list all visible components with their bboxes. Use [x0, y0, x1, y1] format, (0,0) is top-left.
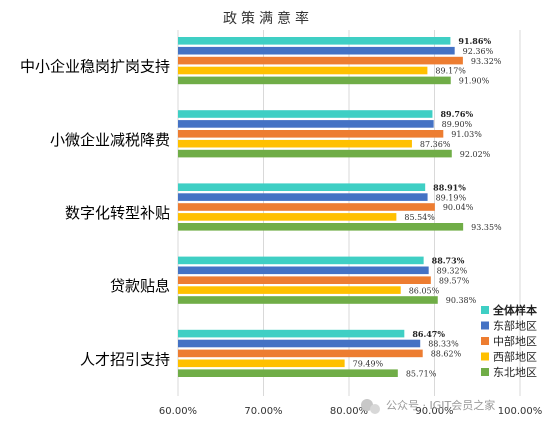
data-label: 91.86% [458, 36, 491, 46]
bar [178, 276, 431, 284]
data-label: 85.54% [404, 213, 435, 222]
bar [178, 149, 452, 158]
x-tick-label: 100.00% [498, 406, 543, 417]
x-axis-ticks: 60.00% 70.00% 80.00% 90.00% 100.00% [159, 406, 542, 417]
legend-swatch [481, 337, 489, 345]
bar [178, 110, 433, 118]
data-label: 88.73% [432, 256, 465, 266]
data-label: 89.32% [437, 267, 468, 276]
bar [178, 193, 428, 201]
legend-label: 东北地区 [493, 366, 537, 379]
data-label: 93.32% [471, 57, 502, 66]
legend-label: 东部地区 [493, 319, 537, 333]
data-label: 79.49% [353, 360, 384, 369]
bar [178, 130, 444, 138]
bar [178, 286, 401, 294]
bar [178, 213, 397, 221]
legend-label: 全体样本 [492, 303, 537, 317]
bar [178, 76, 451, 85]
data-label: 87.36% [420, 140, 451, 149]
data-label: 85.71% [406, 369, 437, 378]
legend-label: 中部地区 [493, 334, 537, 348]
bar [178, 46, 455, 55]
x-tick-label: 80.00% [330, 406, 368, 417]
category-label: 小微企业减税降费 [50, 131, 170, 149]
data-label: 91.03% [451, 130, 482, 139]
legend-swatch [481, 321, 489, 330]
bar [178, 56, 463, 65]
bar-groups [178, 37, 464, 377]
data-label: 88.33% [428, 340, 459, 349]
watermark: 公众号 · IGIT会员之家 [361, 398, 495, 414]
watermark-text: 公众号 · IGIT会员之家 [386, 398, 495, 412]
data-label: 89.17% [435, 67, 466, 76]
legend-swatch [481, 368, 489, 376]
bar [178, 223, 464, 231]
data-label: 89.90% [442, 120, 473, 129]
data-labels: 91.86%92.36%93.32% 89.17%91.90% 89.76%89.9… [353, 36, 502, 378]
legend-label: 西部地区 [493, 350, 537, 364]
bar [178, 349, 423, 358]
category-label: 数字化转型补贴 [65, 204, 170, 222]
data-label: 89.19% [436, 193, 467, 202]
bar [178, 139, 412, 148]
category-label: 贷款贴息 [110, 277, 170, 295]
data-label: 90.04% [443, 203, 474, 212]
data-label: 86.05% [409, 286, 440, 295]
bar [178, 329, 405, 338]
category-label: 人才招引支持 [80, 350, 170, 368]
bar [178, 296, 438, 304]
data-label: 89.57% [439, 276, 470, 285]
x-tick-label: 90.00% [415, 406, 453, 417]
data-label: 92.36% [463, 47, 494, 56]
chart-title: 政策满意率 [223, 10, 313, 27]
x-tick-label: 60.00% [159, 406, 197, 417]
category-label: 中小企业稳岗扩岗支持 [20, 58, 170, 76]
wechat-icon [361, 399, 380, 414]
data-label: 89.76% [440, 109, 473, 119]
data-label: 91.90% [459, 77, 490, 86]
data-label: 86.47% [412, 329, 445, 339]
data-label: 88.91% [433, 182, 466, 192]
bar [178, 37, 451, 45]
bar [178, 266, 429, 275]
bar [178, 66, 428, 75]
bar [178, 203, 435, 211]
bar [178, 359, 345, 368]
data-label: 93.35% [471, 223, 502, 232]
bar [178, 183, 426, 191]
data-label: 90.38% [446, 296, 477, 305]
bar [178, 369, 398, 377]
bar [178, 120, 434, 128]
legend-swatch [481, 306, 489, 314]
data-label: 88.62% [431, 350, 462, 359]
bar [178, 339, 421, 348]
x-tick-label: 70.00% [244, 406, 282, 417]
legend-swatch [481, 352, 489, 361]
data-label: 92.02% [460, 150, 491, 159]
bar [178, 256, 424, 265]
